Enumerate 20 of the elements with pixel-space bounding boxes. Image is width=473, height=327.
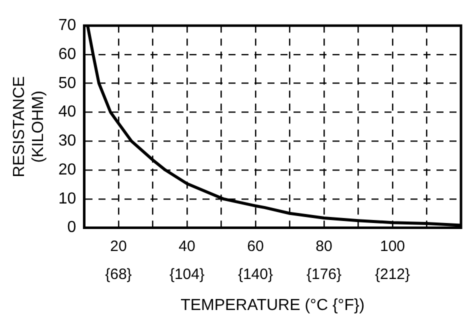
y-tick-label: 0 [67, 219, 76, 236]
y-axis-title: RESISTANCE (KILOHM) [11, 76, 48, 178]
x2-tick-label: {176} [306, 266, 342, 283]
x-tick-label: 60 [247, 238, 264, 255]
x2-tick-label: {68} [105, 266, 132, 283]
x-tick-label: 40 [178, 238, 196, 255]
x2-tick-label: {140} [238, 266, 273, 283]
x-tick-label: 100 [380, 238, 406, 255]
y-tick-label: 30 [58, 132, 76, 150]
y-tick-label: 40 [58, 104, 76, 121]
y-tick-label: 70 [58, 17, 76, 34]
x-tick-label: 80 [316, 238, 332, 255]
y-tick-label: 50 [58, 74, 76, 92]
y-tick-label: 20 [58, 161, 76, 178]
x-axis-title: TEMPERATURE (°C {°F}) [180, 296, 365, 314]
y-tick-label: 60 [58, 46, 76, 63]
x2-tick-label: {104} [169, 266, 204, 283]
x2-tick-label: {212} [374, 266, 410, 283]
y-tick-label: 10 [58, 190, 76, 208]
x-tick-label: 20 [110, 238, 127, 255]
